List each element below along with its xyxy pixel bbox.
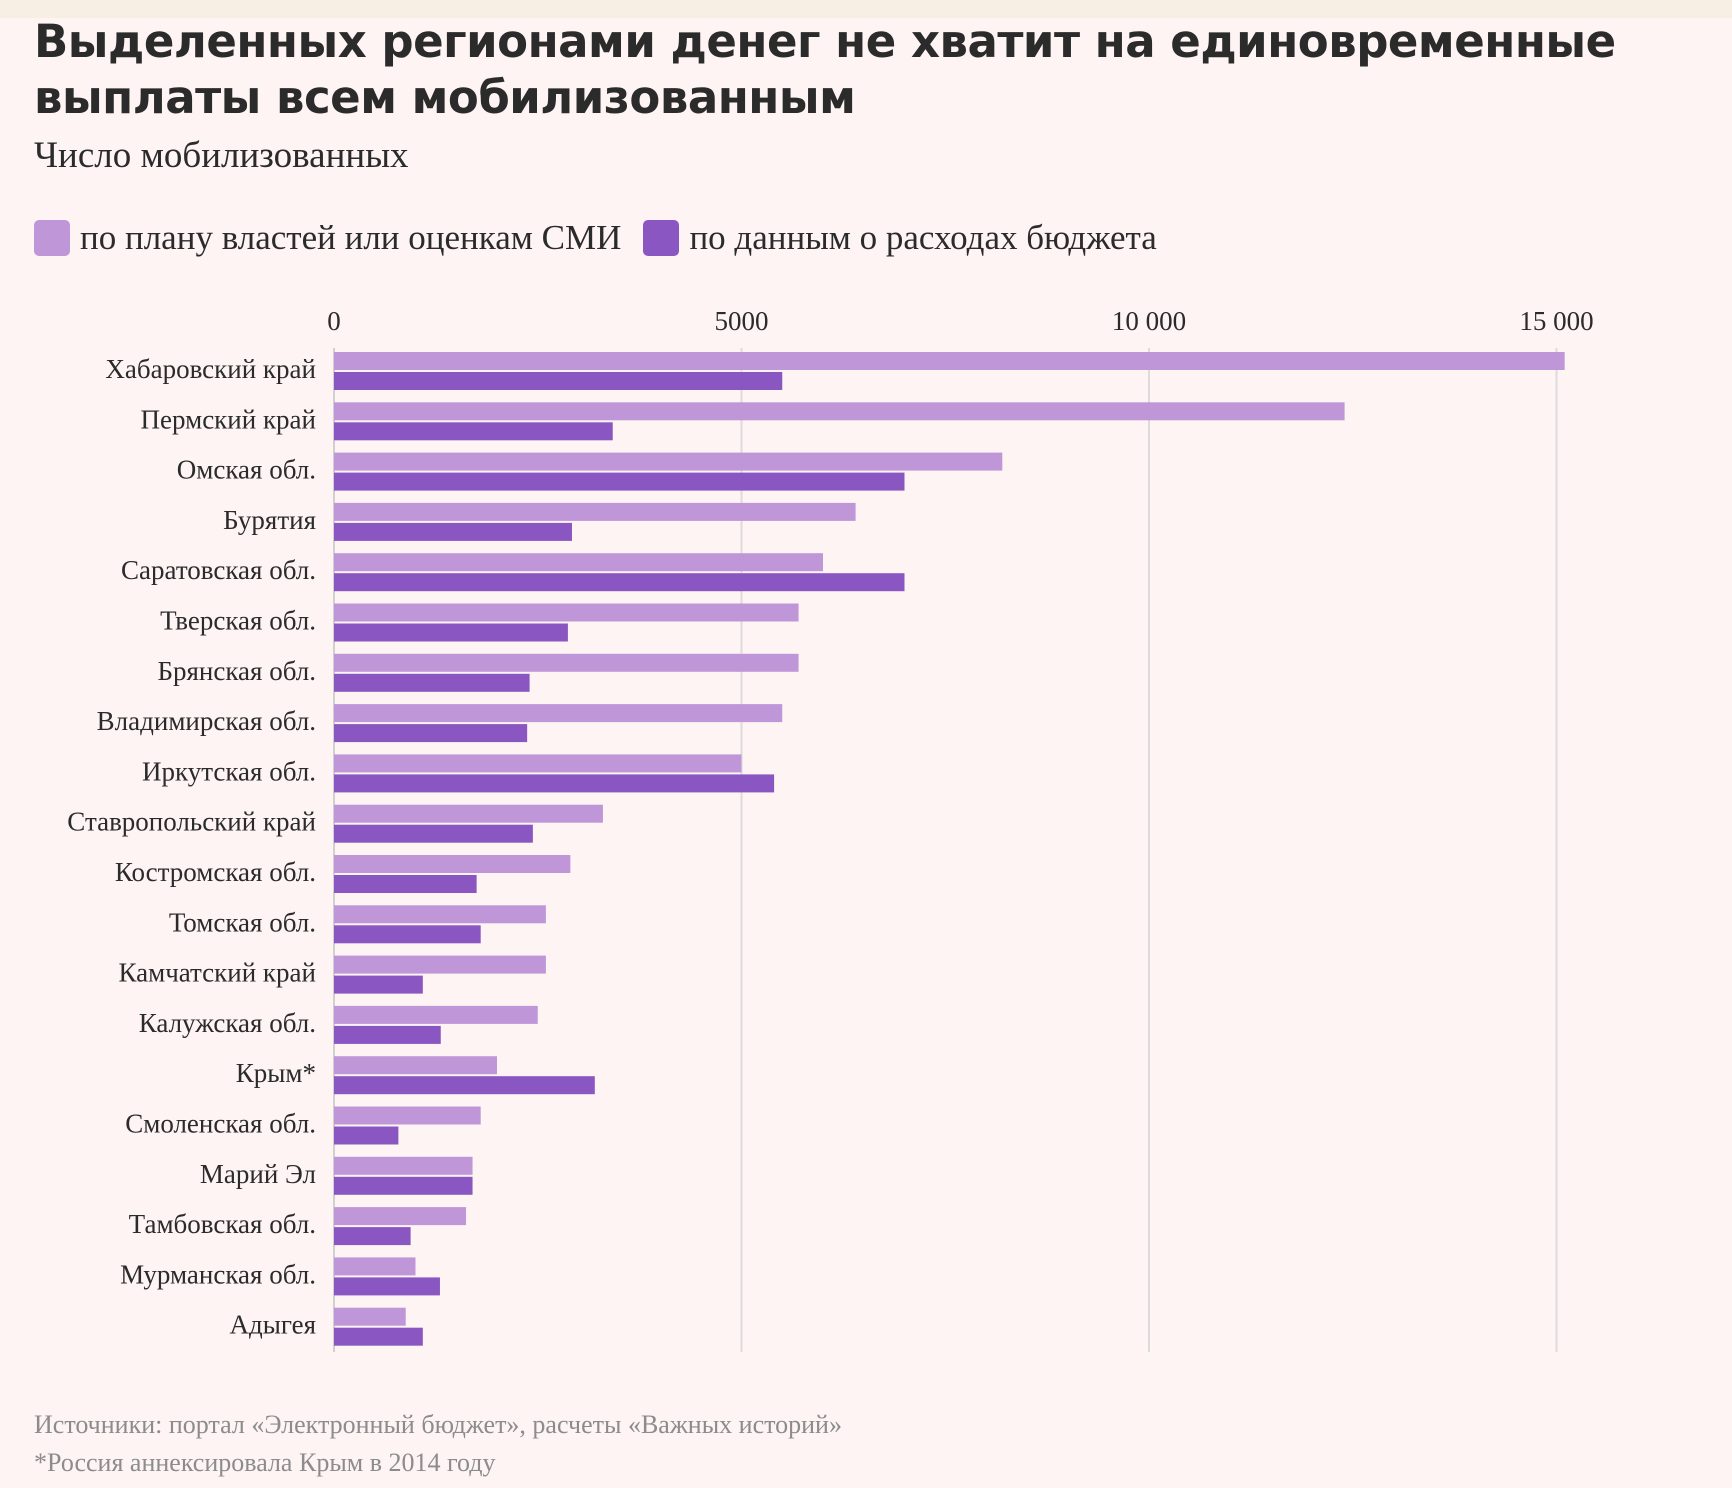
bar-plan [334, 955, 546, 974]
region-label: Пермский край [141, 404, 316, 434]
region-label: Ставропольский край [67, 807, 316, 837]
bar-budget [334, 472, 905, 491]
region-label: Адыгея [230, 1310, 317, 1340]
bar-budget [334, 1025, 441, 1044]
top-strip [0, 0, 1732, 18]
region-label: Хабаровский край [105, 354, 316, 384]
chart-title: Выделенных регионами денег не хватит на … [34, 15, 1616, 124]
region-label: Тверская обл. [160, 606, 316, 636]
bar-budget [334, 1076, 595, 1095]
region-label: Томская обл. [169, 907, 316, 937]
bar-plan [334, 502, 856, 521]
bar-budget [334, 372, 783, 390]
bar-plan [334, 1056, 497, 1075]
bar-budget [334, 925, 481, 944]
bar-budget [334, 1277, 440, 1296]
region-label: Омская обл. [177, 455, 316, 485]
bar-budget [334, 774, 775, 793]
bar-plan [334, 855, 571, 873]
bar-budget [334, 573, 905, 592]
crimea-note: *Россия аннексировала Крым в 2014 году [34, 1448, 496, 1477]
region-label: Марий Эл [200, 1159, 316, 1189]
region-label: Калужская обл. [139, 1008, 316, 1038]
bar-plan [334, 754, 742, 773]
bar-plan [334, 804, 603, 823]
bar-budget [334, 975, 423, 994]
x-tick-label: 15 000 [1519, 306, 1593, 336]
x-tick-label: 0 [327, 306, 341, 336]
bar-plan [334, 1156, 473, 1175]
region-label: Тамбовская обл. [129, 1209, 316, 1239]
region-label: Иркутская обл. [142, 756, 316, 786]
bar-plan [334, 1257, 416, 1276]
bar-chart: 0 5000 10 000 15 000 Хабаровский край Пермски… [67, 306, 1594, 1352]
bar-plan [334, 1005, 538, 1024]
bar-budget [334, 1176, 473, 1195]
region-label: Крым* [236, 1058, 316, 1088]
region-label: Костромская обл. [115, 857, 316, 887]
region-label: Камчатский край [118, 958, 316, 988]
bar-plan [334, 1207, 467, 1226]
bar-budget [334, 824, 533, 843]
sources-note: Источники: портал «Электронный бюджет», … [34, 1410, 842, 1439]
bar-budget [334, 1126, 399, 1145]
legend-item-plan: по плану властей или оценкам СМИ [34, 218, 621, 258]
x-tick-label: 10 000 [1112, 306, 1186, 336]
bar-budget [334, 1227, 411, 1246]
bar-budget [334, 522, 572, 541]
bar-plan [334, 1106, 481, 1125]
bar-budget [334, 1327, 423, 1346]
legend: по плану властей или оценкам СМИ по данн… [34, 218, 1179, 258]
bar-plan [334, 603, 799, 622]
region-label: Брянская обл. [157, 656, 316, 686]
region-label: Саратовская обл. [121, 555, 316, 585]
legend-swatch-plan [34, 220, 70, 256]
region-label: Владимирская обл. [97, 706, 316, 736]
bar-plan [334, 653, 799, 672]
region-label: Бурятия [223, 505, 316, 535]
legend-item-budget: по данным о расходах бюджета [643, 218, 1157, 258]
region-label: Смоленская обл. [125, 1109, 316, 1139]
legend-label-budget: по данным о расходах бюджета [689, 218, 1157, 257]
legend-label-plan: по плану властей или оценкам СМИ [80, 218, 622, 257]
x-tick-label: 5000 [715, 306, 769, 336]
bar-plan [334, 1307, 406, 1326]
bar-plan [334, 704, 783, 723]
bar-budget [334, 673, 530, 692]
bar-budget [334, 724, 528, 743]
bar-budget [334, 422, 613, 441]
bar-plan [334, 452, 1003, 471]
bar-budget [334, 623, 568, 642]
bar-budget [334, 875, 477, 893]
bar-plan [334, 905, 546, 924]
bar-plan [334, 352, 1565, 370]
bar-plan [334, 553, 823, 572]
region-label: Мурманская обл. [120, 1259, 316, 1289]
chart-subtitle: Число мобилизованных [34, 135, 409, 176]
bar-plan [334, 402, 1345, 421]
legend-swatch-budget [643, 220, 680, 256]
